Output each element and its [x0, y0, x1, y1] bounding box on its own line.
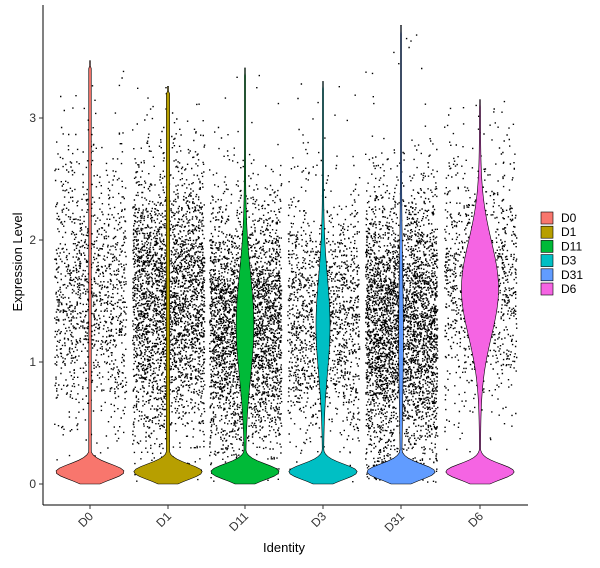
violin-D11 — [210, 67, 280, 485]
violin-D3 — [288, 81, 358, 485]
violin-D1 — [133, 85, 203, 485]
y-axis-title: Expression Level — [10, 212, 25, 311]
legend-swatch — [540, 282, 554, 296]
legend-label: D0 — [561, 211, 577, 225]
legend-swatch — [540, 211, 554, 225]
y-tick-label: 2 — [29, 233, 36, 247]
x-tick-label: D3 — [308, 509, 329, 530]
violin-D6 — [445, 99, 515, 485]
x-tick-label: D11 — [226, 509, 251, 534]
legend-label: D1 — [561, 225, 577, 239]
legend-label: D11 — [561, 239, 582, 253]
legend-label: D6 — [561, 282, 577, 296]
x-tick-label: D6 — [465, 509, 486, 530]
legend-item-D3: D3 — [540, 254, 577, 268]
violin-D0 — [55, 60, 125, 485]
violin-D31 — [366, 24, 436, 485]
points-D0 — [54, 70, 128, 476]
legend-item-D0: D0 — [540, 211, 577, 225]
y-tick-label: 3 — [29, 111, 36, 125]
x-axis-title: Identity — [263, 540, 305, 555]
legend-label: D31 — [561, 268, 583, 282]
legend-item-D11: D11 — [540, 239, 582, 253]
x-tick-label: D1 — [153, 509, 174, 530]
points-path-D11 — [209, 74, 283, 483]
legend-label: D3 — [561, 254, 577, 268]
axes-layer: 0 1 2 3 D0 D1 D11 D3 D31 D6 — [29, 5, 528, 535]
legend-item-D31: D31 — [540, 268, 583, 282]
legend-swatch — [540, 225, 554, 239]
x-tick-label: D31 — [382, 509, 408, 535]
legend-swatch — [540, 254, 554, 267]
x-tick-label: D0 — [75, 509, 96, 530]
points-path-D0 — [54, 70, 128, 476]
legend-swatch — [540, 268, 554, 282]
legend-swatch — [540, 240, 554, 253]
y-tick-label: 0 — [29, 477, 36, 491]
points-D11 — [209, 74, 283, 483]
legend-item-D6: D6 — [540, 282, 577, 296]
legend-item-D1: D1 — [540, 225, 577, 239]
points-path-D31 — [365, 34, 439, 483]
jitter-points-layer — [54, 34, 518, 483]
points-D31 — [365, 34, 439, 483]
y-tick-label: 1 — [29, 355, 36, 369]
violins-layer — [55, 24, 515, 485]
